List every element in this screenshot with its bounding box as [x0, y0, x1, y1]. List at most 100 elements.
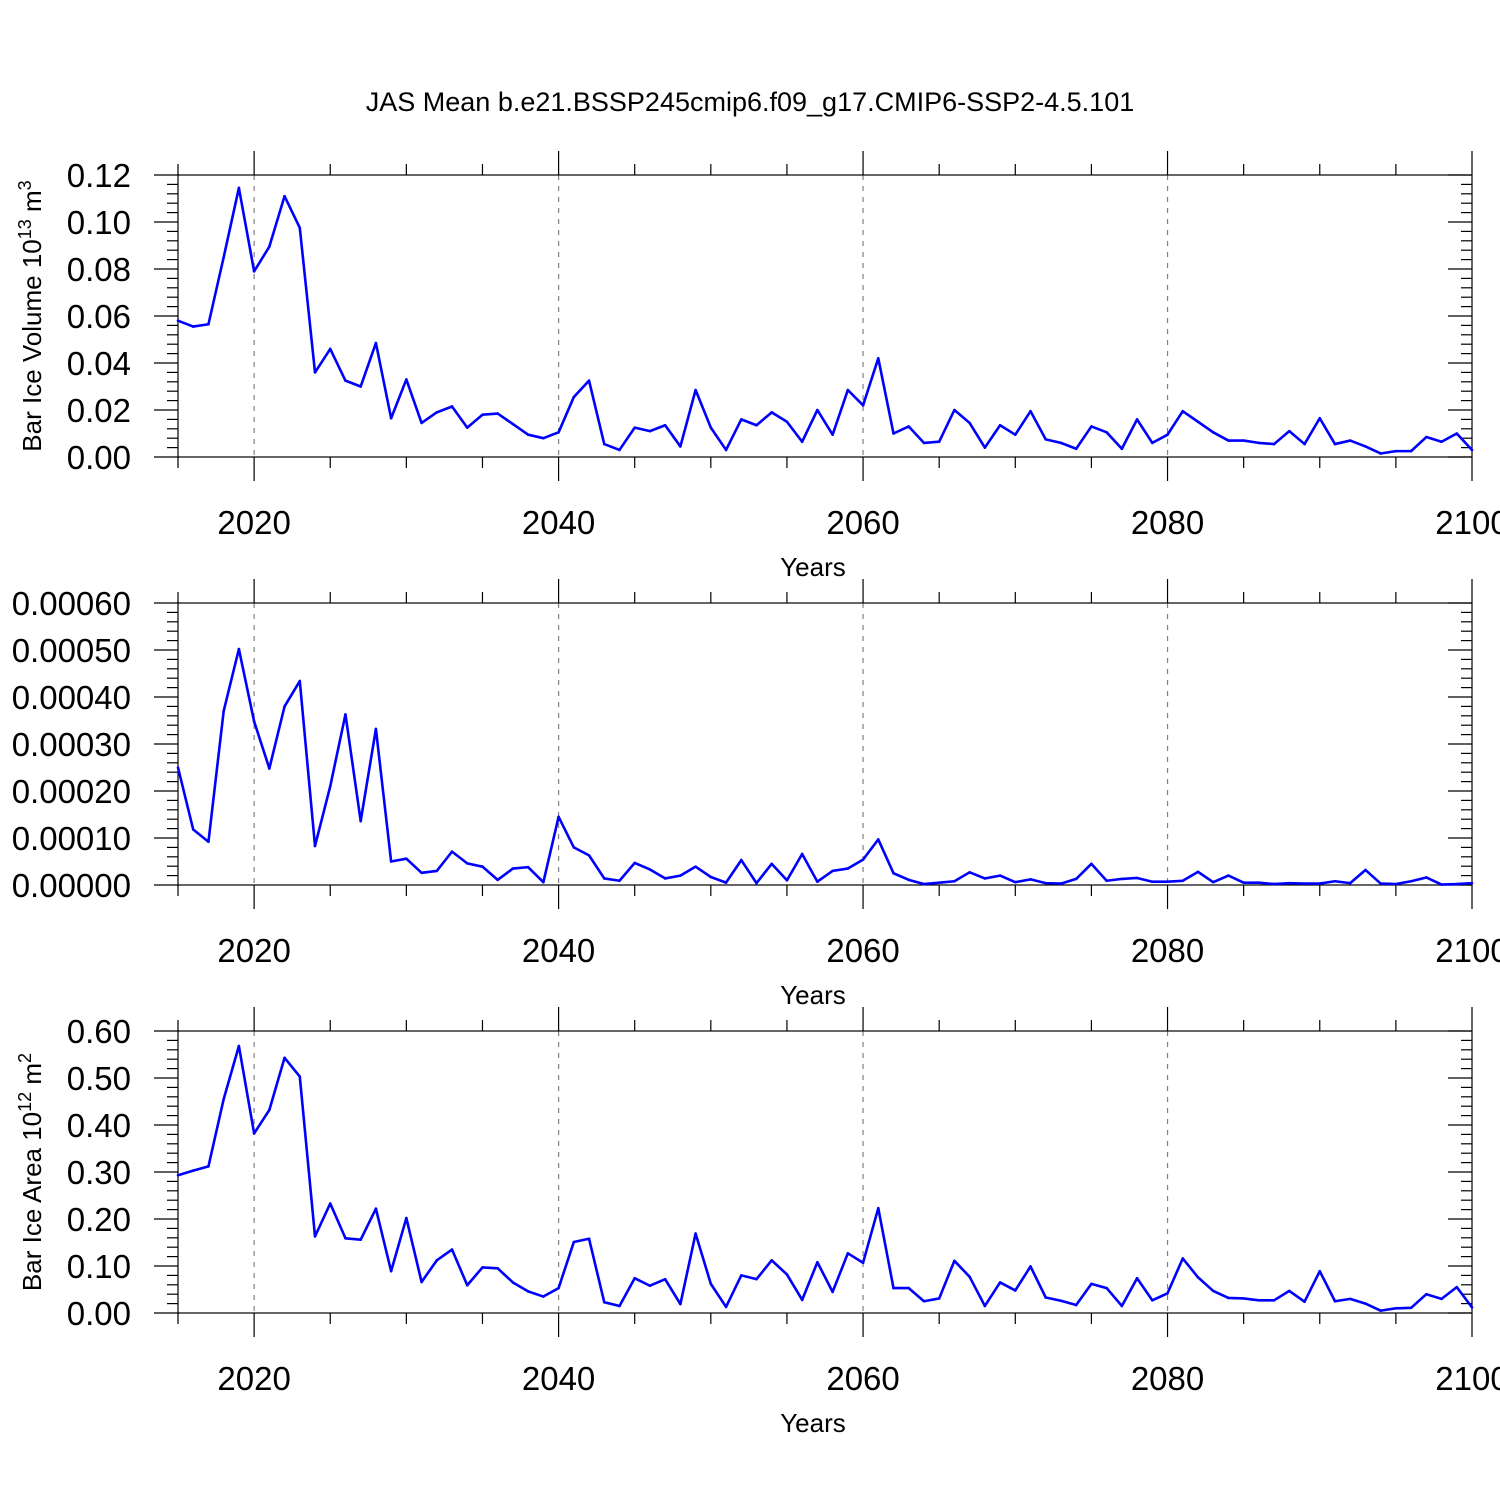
data-point — [1196, 870, 1200, 874]
y-axis-title-unit-exponent: 3 — [15, 180, 35, 190]
data-point — [465, 1283, 469, 1287]
data-point — [1151, 880, 1154, 884]
data-point — [1044, 1296, 1048, 1299]
data-point — [1470, 881, 1474, 885]
data-point — [876, 357, 880, 360]
series-line — [177, 1044, 1474, 1312]
data-point — [1318, 882, 1322, 885]
data-point — [1288, 881, 1291, 885]
data-point — [1379, 452, 1382, 455]
data-point — [755, 1277, 758, 1281]
data-point — [587, 854, 591, 857]
data-point — [618, 879, 621, 883]
data-point — [526, 1290, 530, 1293]
y-tick-label: 0.00010 — [12, 820, 131, 857]
data-point — [968, 871, 971, 874]
data-point — [907, 878, 911, 882]
x-tick-label: 2100 — [1435, 1360, 1500, 1397]
data-point — [1272, 442, 1276, 446]
data-point — [679, 445, 682, 448]
data-point — [1029, 409, 1032, 413]
data-point — [1394, 882, 1398, 886]
data-point — [1044, 881, 1048, 885]
data-point — [222, 255, 225, 259]
data-point — [602, 1300, 606, 1304]
data-point — [1166, 880, 1169, 884]
data-point — [618, 1304, 621, 1308]
data-point — [359, 1238, 362, 1241]
data-point — [831, 869, 834, 873]
data-point — [511, 867, 515, 870]
data-point — [557, 1286, 560, 1290]
y-tick-label: 0.04 — [67, 345, 131, 382]
data-point — [344, 1236, 347, 1240]
data-point — [1227, 439, 1230, 442]
y-tick-label: 0.12 — [67, 157, 131, 194]
data-point — [709, 875, 713, 879]
data-point — [1409, 879, 1413, 883]
panel-bar-ice-volume: 2020 2040 2060 2080 2100 Years 0.00 0.02 0.04 0.0… — [15, 151, 1500, 582]
data-point — [1090, 862, 1093, 866]
data-point — [542, 436, 545, 440]
data-point — [770, 1259, 774, 1262]
data-point — [861, 1261, 865, 1265]
data-point — [648, 429, 652, 433]
data-point — [663, 1277, 667, 1281]
data-point — [572, 395, 576, 399]
data-point — [892, 1286, 895, 1290]
y-tick-label: 0.10 — [67, 1248, 131, 1285]
data-point — [648, 1284, 652, 1288]
data-point — [1318, 1269, 1322, 1273]
y-axis-title-unit: m — [17, 190, 47, 219]
y-axis-title-unit-exponent: 2 — [15, 1053, 35, 1063]
data-point — [739, 858, 743, 862]
y-tick-label: 0.00020 — [12, 773, 131, 810]
x-axis-title: Years — [780, 552, 846, 582]
data-point — [450, 1248, 454, 1251]
data-point — [496, 1267, 499, 1270]
x-tick-label: 2080 — [1131, 504, 1204, 541]
y-tick-label: 0.00 — [67, 1295, 131, 1332]
x-tick-label: 2080 — [1131, 1360, 1204, 1397]
data-point — [1455, 432, 1459, 435]
data-point — [374, 727, 378, 731]
data-point — [283, 194, 286, 198]
data-point — [724, 448, 728, 452]
series-points — [176, 1044, 1474, 1312]
data-point — [1120, 447, 1124, 451]
data-point — [268, 245, 271, 248]
data-point — [694, 388, 697, 392]
data-point — [435, 1259, 439, 1262]
data-point — [1425, 435, 1428, 439]
plot-frame — [177, 602, 1473, 886]
data-point — [1409, 449, 1413, 453]
plot-frame — [177, 1030, 1473, 1314]
data-point — [1105, 431, 1108, 434]
x-tick-label: 2020 — [217, 1360, 290, 1397]
y-tick-label: 0.10 — [67, 204, 131, 241]
data-point — [892, 432, 895, 435]
data-point — [785, 420, 789, 424]
data-point — [953, 879, 956, 883]
data-point — [572, 846, 576, 849]
y-axis-title-main: Bar Ice Area 10 — [17, 1112, 47, 1291]
y-tick-label: 0.60 — [67, 1013, 131, 1050]
x-tick-label: 2020 — [217, 504, 290, 541]
data-point — [739, 1274, 743, 1277]
data-point — [176, 1173, 180, 1177]
data-point — [846, 867, 850, 870]
y-tick-label: 0.40 — [67, 1107, 131, 1144]
data-point — [1333, 442, 1337, 446]
data-point — [496, 412, 499, 415]
data-point — [968, 421, 971, 425]
data-point — [511, 1281, 515, 1284]
data-point — [1059, 882, 1063, 885]
data-point — [557, 431, 560, 434]
data-point — [846, 1252, 850, 1255]
data-point — [1013, 433, 1017, 436]
data-point — [1470, 448, 1474, 452]
data-point — [679, 1302, 682, 1306]
data-point — [755, 881, 758, 885]
data-point — [876, 838, 880, 841]
